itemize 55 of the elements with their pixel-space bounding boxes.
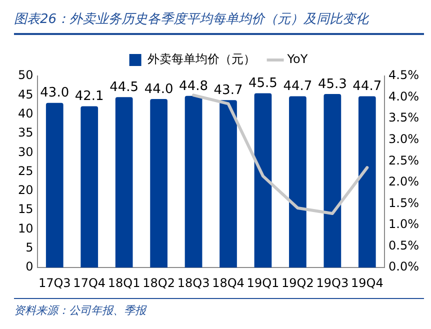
x-tick-label: 18Q2 [142,276,175,290]
bar [150,98,168,268]
bar [80,106,98,268]
y-tick-label: 20 [18,183,34,198]
legend-label: YoY [286,52,308,66]
y2-tick-label: 3.5% [388,110,420,125]
data-label: 45.5 [248,76,278,92]
data-label: 43.0 [40,86,70,101]
y-tick-label: 15 [18,202,34,216]
x-tick-label: 19Q4 [350,276,384,290]
data-label: 44.0 [144,82,174,97]
y-tick-label: 5 [26,240,34,255]
x-tick-label: 18Q4 [212,276,244,290]
x-tick-label: 19Q1 [246,276,280,290]
bar [358,96,376,268]
y-tick-label: 10 [18,221,34,236]
y-tick-label: 50 [18,68,34,82]
y2-tick-label: 3.0% [388,132,420,146]
y-tick-label: 35 [18,126,34,140]
y-tick-label: 25 [18,164,34,178]
bar [46,102,64,268]
bar [115,97,133,268]
data-label: 45.3 [318,76,347,92]
data-label: 44.7 [283,79,312,94]
bar [184,96,202,268]
y2-tick-label: 1.0% [388,217,420,232]
y2-tick-label: 4.5% [388,68,420,82]
data-label: 44.7 [352,79,382,94]
y-tick-label: 40 [18,106,34,120]
x-tick-label: 19Q2 [282,276,314,290]
bar [324,94,342,268]
chart-title: 图表26：外卖业务历史各季度平均每单均价（元）及同比变化 [14,10,424,35]
y2-tick-label: 2.5% [388,153,420,168]
x-tick-label: 19Q3 [316,276,349,290]
x-tick-label: 17Q4 [73,276,106,290]
legend-label: 外卖每单均价（元） [147,52,256,66]
y-tick-label: 0 [26,260,34,274]
bar [289,96,306,268]
y2-tick-label: 1.5% [388,196,420,210]
data-label: 44.8 [179,78,208,94]
x-tick-label: 18Q1 [108,276,140,290]
y-tick-label: 45 [18,87,34,102]
x-tick-label: 18Q3 [177,276,210,290]
data-label: 44.5 [110,80,139,95]
data-label: 43.7 [214,83,243,98]
y2-tick-label: 0.5% [388,238,420,252]
bar [220,100,237,268]
data-label: 42.1 [74,89,104,104]
x-tick-label: 17Q3 [38,276,71,290]
y-tick-label: 30 [18,144,34,159]
bar [254,93,272,268]
y2-tick-label: 0.0% [388,260,420,274]
y2-tick-label: 2.0% [388,174,420,189]
y2-tick-label: 4.0% [388,89,420,104]
text: 资料来源：公司年报、季报 [14,298,424,318]
